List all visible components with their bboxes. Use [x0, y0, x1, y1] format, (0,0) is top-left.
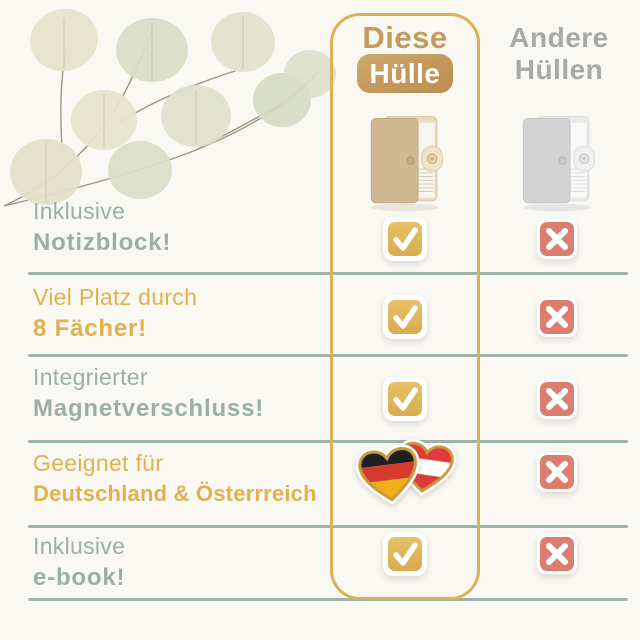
other-cases-header: Andere Hüllen — [486, 22, 632, 87]
cross-icon — [537, 534, 577, 574]
feature-row-magnetverschluss: Integrierter Magnetverschluss! — [33, 364, 264, 423]
divider-line — [28, 525, 628, 528]
feature-row-laender: Geeignet für Deutschland & Österrreich — [33, 450, 317, 507]
feature-row-notizblock: Inklusive Notizblock! — [33, 198, 171, 257]
other-cases-header-line1: Andere — [509, 22, 609, 53]
feature-line2: Magnetverschluss! — [33, 395, 265, 423]
germany-austria-flag-hearts-icon — [355, 439, 462, 505]
divider-line — [28, 440, 628, 443]
eucalyptus-branch-decoration — [3, 8, 336, 207]
feature-line1: Geeignet für — [33, 450, 164, 476]
feature-row-ebook: Inklusive e-book! — [33, 533, 125, 592]
cross-icon — [537, 452, 577, 492]
this-case-header-badge: Hülle — [357, 54, 453, 93]
feature-line1: Integrierter — [33, 364, 148, 390]
gray-case-image — [522, 116, 595, 212]
germany-flag-heart-icon — [355, 444, 420, 505]
this-case-column-frame — [330, 13, 480, 600]
feature-line2: Deutschland & Österrreich — [33, 481, 317, 507]
check-icon — [383, 532, 427, 576]
feature-line2: 8 Fächer! — [33, 315, 147, 343]
feature-line1: Viel Platz durch — [33, 284, 198, 310]
check-icon — [383, 295, 427, 339]
feature-line1: Inklusive — [33, 198, 126, 224]
feature-line2: Notizblock! — [33, 229, 172, 257]
divider-line — [28, 598, 628, 601]
feature-line2: e-book! — [33, 564, 126, 592]
divider-line — [28, 272, 628, 275]
cross-icon — [537, 379, 577, 419]
check-icon — [383, 377, 427, 421]
feature-line1: Inklusive — [33, 533, 126, 559]
beige-case-image — [370, 116, 443, 212]
this-case-header-line1: Diese — [362, 20, 448, 55]
feature-row-faecher: Viel Platz durch 8 Fächer! — [33, 284, 197, 343]
other-cases-header-line2: Hüllen — [514, 54, 604, 86]
cross-icon — [537, 297, 577, 337]
check-icon — [383, 217, 427, 261]
divider-line — [28, 354, 628, 357]
cross-icon — [537, 219, 577, 259]
